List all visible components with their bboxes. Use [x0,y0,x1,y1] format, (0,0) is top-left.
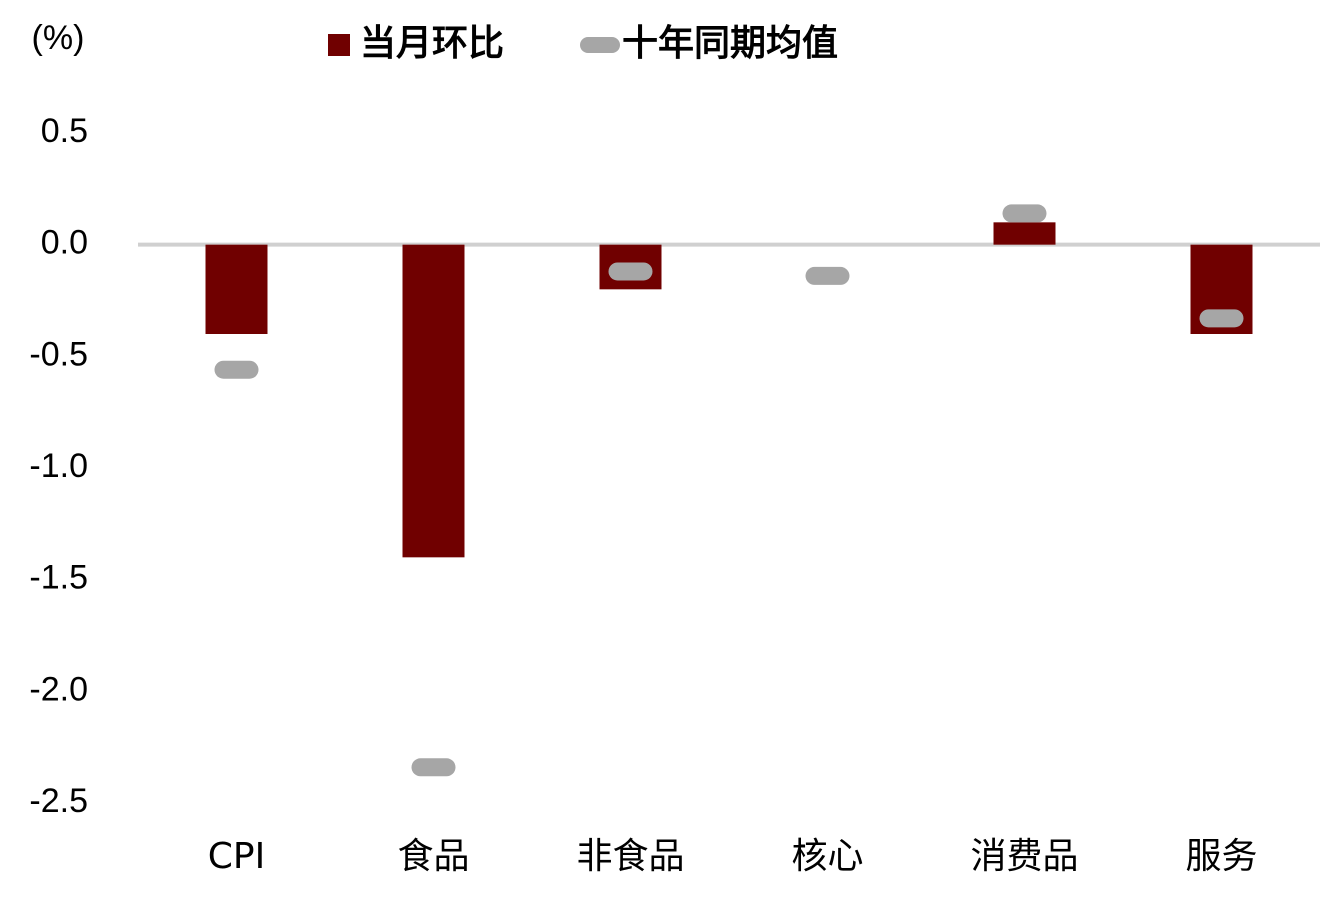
y-tick-label: -1.5 [29,559,88,597]
marker [214,360,259,379]
marker [411,758,456,777]
bar [402,244,465,558]
y-axis-label: (%) [32,19,85,57]
marker [608,262,653,281]
legend-swatch [580,37,620,53]
marker [805,266,850,285]
y-tick-label: -0.5 [29,335,88,373]
y-tick-label: 0.5 [41,112,88,150]
bar [205,244,268,334]
legend-label: 十年同期均值 [622,23,838,64]
y-tick-label: -2.5 [29,782,88,820]
marker [1002,204,1047,223]
bar [993,222,1056,245]
legend-label: 当月环比 [360,23,504,64]
x-tick-label: CPI [208,836,265,877]
legend-swatch [328,34,350,56]
x-tick-label: 食品 [397,836,469,877]
y-tick-label: -2.0 [29,670,88,708]
marker [1199,309,1244,328]
x-tick-label: 核心 [791,836,863,877]
x-tick-label: 服务 [1185,836,1257,877]
y-tick-label: 0.0 [41,224,88,262]
y-tick-label: -1.0 [29,447,88,485]
x-tick-label: 消费品 [970,836,1078,877]
x-tick-label: 非食品 [576,836,684,877]
